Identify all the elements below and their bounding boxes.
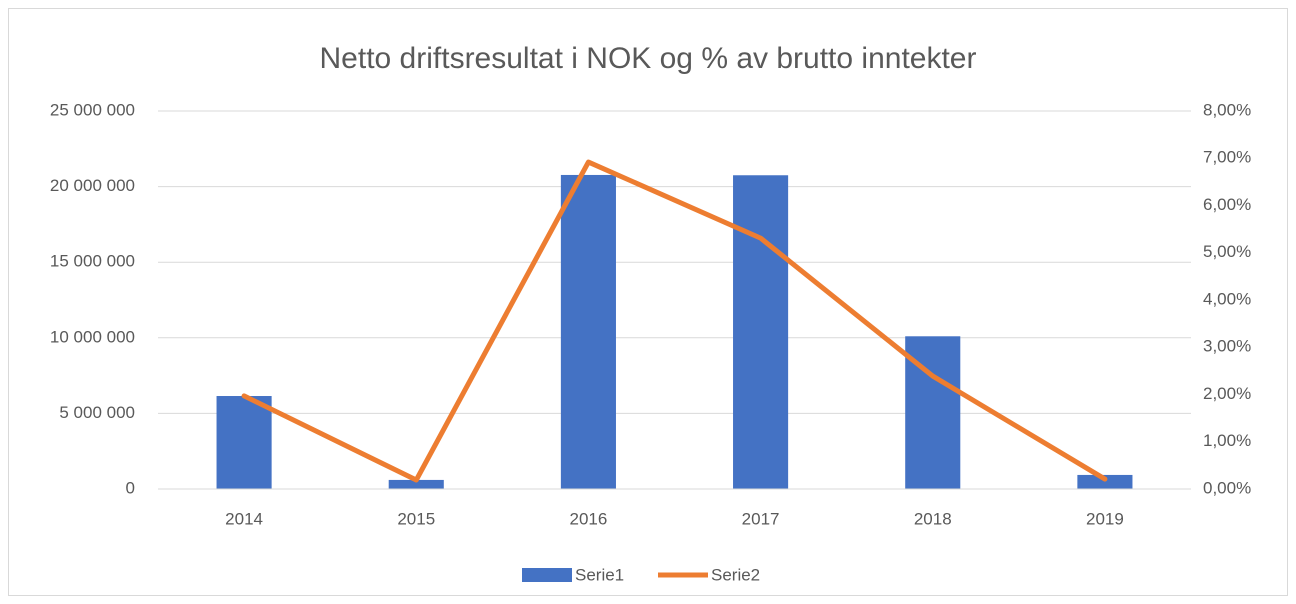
x-tick-label: 2018 (914, 509, 952, 528)
chart-title: Netto driftsresultat i NOK og % av brutt… (320, 42, 977, 75)
y-tick-label: 25 000 000 (50, 100, 135, 119)
y2-tick-label: 0,00% (1203, 478, 1251, 497)
chart-border (8, 8, 1288, 596)
bar (216, 396, 272, 489)
bar (733, 175, 789, 489)
y-tick-label: 10 000 000 (50, 327, 135, 346)
x-tick-label: 2015 (397, 509, 435, 528)
x-tick-label: 2016 (570, 509, 608, 528)
legend-label: Serie1 (575, 565, 624, 584)
bar (1077, 474, 1133, 489)
bar (388, 479, 444, 489)
y2-tick-label: 5,00% (1203, 242, 1251, 261)
x-tick-label: 2019 (1086, 509, 1124, 528)
y-tick-label: 20 000 000 (50, 176, 135, 195)
y-tick-label: 0 (126, 478, 135, 497)
bar (560, 174, 616, 490)
y-tick-label: 15 000 000 (50, 252, 135, 271)
y2-tick-label: 7,00% (1203, 148, 1251, 167)
y-tick-label: 5 000 000 (59, 403, 135, 422)
y2-tick-label: 2,00% (1203, 384, 1251, 403)
x-tick-label: 2014 (225, 509, 263, 528)
y2-tick-label: 3,00% (1203, 337, 1251, 356)
legend-swatch (522, 568, 572, 582)
line (241, 159, 1108, 483)
y2-tick-label: 1,00% (1203, 431, 1251, 450)
legend-label: Serie2 (711, 565, 760, 584)
y2-tick-label: 6,00% (1203, 195, 1251, 214)
x-tick-label: 2017 (742, 509, 780, 528)
y2-tick-label: 8,00% (1203, 100, 1251, 119)
y2-tick-label: 4,00% (1203, 289, 1251, 308)
